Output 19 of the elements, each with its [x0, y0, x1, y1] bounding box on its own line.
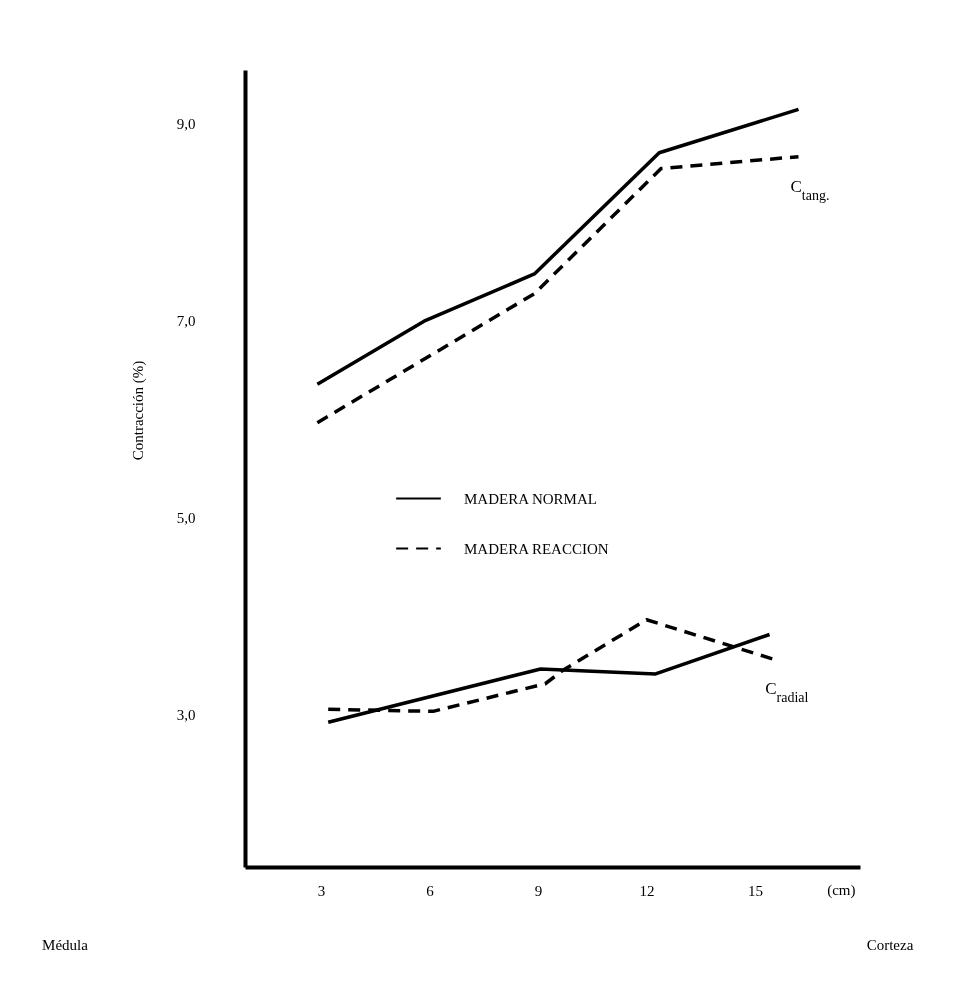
x-axis-title: (cm)	[827, 881, 856, 899]
x-tick-label: 3	[317, 882, 326, 899]
y-tick-label: 3,0	[176, 706, 196, 723]
text: Médula	[42, 937, 89, 953]
y-tick-label: 5,0	[176, 509, 196, 526]
legend-label: MADERA REACCION	[464, 540, 609, 557]
text: Corteza	[866, 937, 914, 953]
x-tick-label: 9	[534, 882, 543, 899]
x-tick-label: 12	[639, 882, 655, 899]
line-series	[315, 107, 801, 387]
annotation: C$_{radial}$	[765, 679, 809, 705]
y-tick-label: 9,0	[176, 115, 196, 132]
x-tick-label: 15	[748, 882, 764, 899]
line-series	[315, 154, 801, 425]
y-axis-title: Contracción (%)	[129, 360, 147, 461]
x-tick-label: 6	[426, 882, 435, 899]
annotation: C$_{tang.}$	[790, 176, 830, 203]
y-tick-label: 7,0	[176, 312, 196, 329]
legend-label: MADERA NORMAL	[464, 490, 597, 507]
